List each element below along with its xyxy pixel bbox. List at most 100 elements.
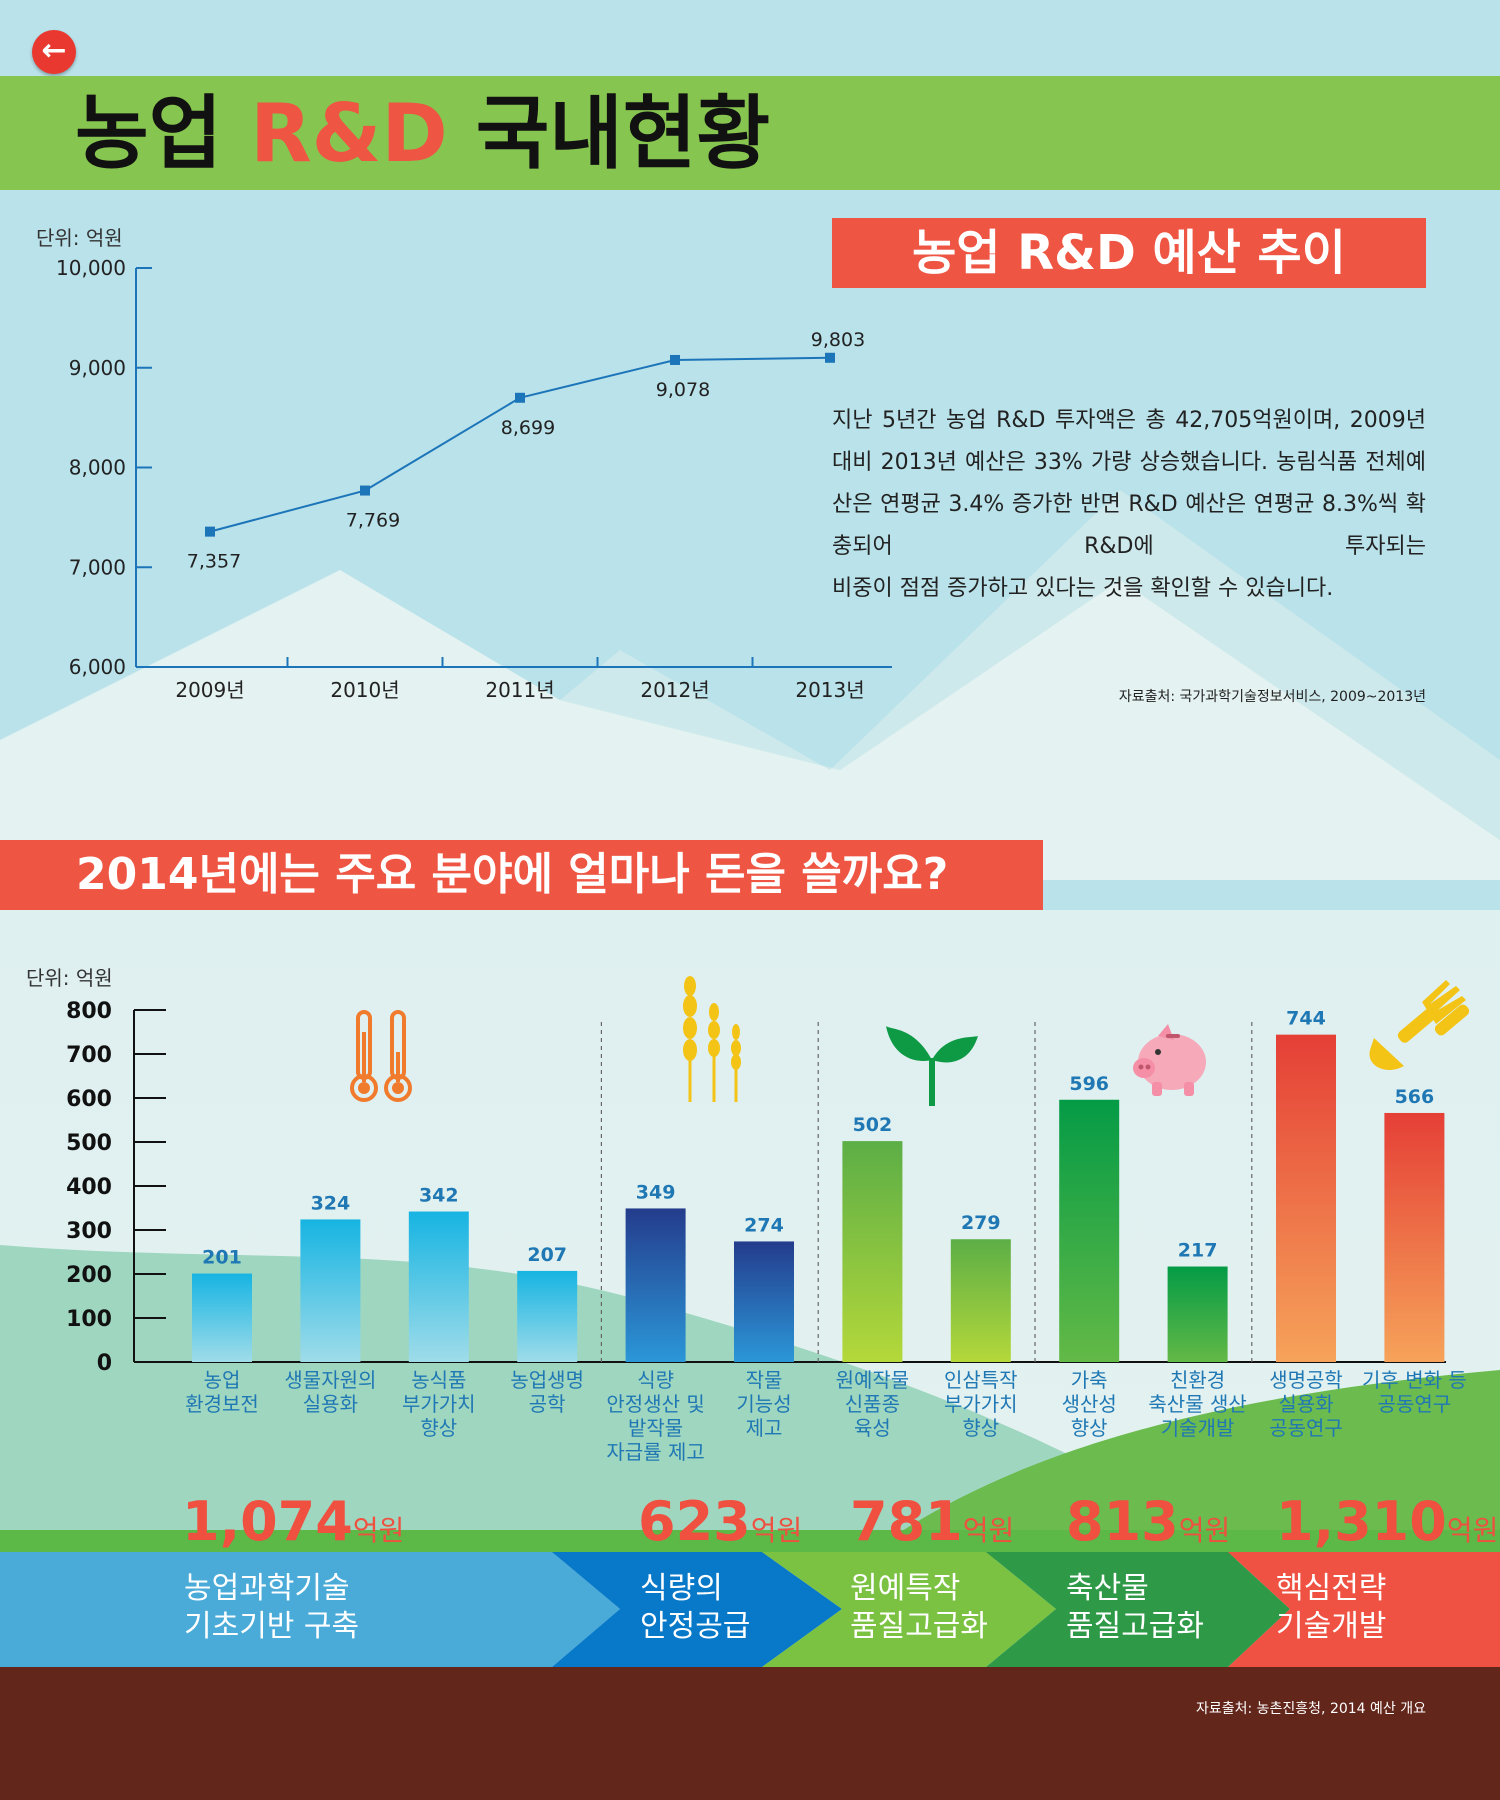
mountain-shape <box>0 570 1500 880</box>
group-total-4: 813억원 <box>1066 1490 1231 1553</box>
y-tick-label: 6,000 <box>69 655 126 679</box>
line-chart: 6,000 7,000 8,000 9,000 10,000 2009년 2010년 2011… <box>56 256 892 702</box>
category-label-line: 환경보전 <box>185 1392 259 1416</box>
y-tick-label: 200 <box>66 1263 112 1288</box>
wheat-icon <box>683 976 741 1102</box>
category-label-line: 기능성 <box>736 1392 792 1416</box>
category-label-line: 공학 <box>528 1392 566 1416</box>
category-label: 농업생명 공학 <box>487 1368 607 1416</box>
category-label-line: 친환경 <box>1169 1368 1226 1392</box>
bar <box>734 1241 794 1362</box>
budget-source: 자료출처: 국가과학기술정보서비스, 2009~2013년 <box>1118 689 1426 705</box>
group-total-3: 781억원 <box>850 1490 1015 1553</box>
category-label-line: 생물자원의 <box>284 1368 377 1392</box>
bar-value-label: 201 <box>202 1247 242 1269</box>
data-point <box>205 526 215 537</box>
category-label-line: 농업생명 <box>510 1368 584 1392</box>
data-point <box>515 392 525 403</box>
title-accent: R&D <box>250 87 448 180</box>
title-band <box>0 76 1500 190</box>
bar-value-label: 566 <box>1395 1086 1435 1108</box>
category-label: 작물 기능성 제고 <box>704 1368 824 1440</box>
bar-value-label: 207 <box>527 1244 567 1266</box>
y-tick-label: 800 <box>66 999 112 1024</box>
data-label: 7,357 <box>187 551 241 573</box>
piggy-bank-icon <box>1133 1024 1206 1096</box>
category-label-line: 작물 <box>745 1368 783 1392</box>
mountain-shape-back <box>560 490 1500 840</box>
category-label: 기후 변화 등 공동연구 <box>1354 1368 1474 1416</box>
arrow-segment-3 <box>762 1552 1056 1667</box>
category-label: 원예작물 신품종 육성 <box>812 1368 932 1440</box>
data-label: 7,769 <box>346 510 400 532</box>
thermometer-icon <box>350 1010 412 1102</box>
arrow-segment-1 <box>0 1552 620 1667</box>
y-tick-label: 100 <box>66 1307 112 1332</box>
ground-band <box>0 1667 1500 1800</box>
category-label-line: 안정생산 및 <box>606 1392 705 1416</box>
back-button[interactable]: ← <box>32 30 76 74</box>
category-label-line: 향상 <box>1070 1416 1108 1440</box>
series-line <box>209 356 831 533</box>
bar <box>300 1219 361 1362</box>
bar-value-label: 274 <box>744 1214 784 1236</box>
bar <box>1167 1266 1228 1362</box>
group-label-4: 축산물 품질고급화 <box>1066 1571 1204 1644</box>
group-total-2: 623억원 <box>638 1490 803 1553</box>
category-label: 생명공학 실용화 공동연구 <box>1246 1368 1366 1440</box>
category-label: 친환경 축산물 생산 기술개발 <box>1138 1368 1258 1440</box>
category-label-line: 신품종 <box>844 1392 900 1416</box>
bar <box>517 1270 578 1362</box>
sprout-icon <box>886 1026 978 1106</box>
data-point <box>360 485 370 496</box>
budget-trend-header: 농업 R&D 예산 추이 <box>832 218 1426 288</box>
bar <box>625 1208 686 1362</box>
title-prefix: 농업 <box>75 87 251 180</box>
category-label: 농업 환경보전 <box>162 1368 282 1416</box>
bar <box>1059 1099 1120 1362</box>
garden-tools-icon <box>1369 980 1470 1071</box>
y-tick-label: 700 <box>66 1043 112 1068</box>
title-suffix: 국내현황 <box>447 87 771 180</box>
bar-chart-unit: 단위: 억원 <box>26 966 113 990</box>
x-tick-label: 2013년 <box>795 678 864 702</box>
category-label-line: 생산성 <box>1061 1392 1117 1416</box>
bar-value-label: 502 <box>853 1114 893 1136</box>
category-label-line: 축산물 생산 <box>1148 1392 1247 1416</box>
data-label: 9,803 <box>811 329 865 351</box>
grass-strip <box>0 1530 1500 1555</box>
y-tick-label: 0 <box>97 1351 112 1376</box>
hill-left <box>0 1245 1100 1560</box>
bar <box>408 1211 469 1362</box>
bar-chart: 0 100 200 300 400 500 600 700 800 201 324 342 207 349… <box>66 999 1446 1376</box>
category-label-line: 생명공학 <box>1269 1368 1343 1392</box>
bar-value-label: 349 <box>636 1181 676 1203</box>
bar <box>842 1141 903 1362</box>
category-label-line: 부가가치 <box>401 1392 476 1416</box>
category-label-line: 육성 <box>853 1416 891 1440</box>
category-label-line: 실용화 <box>302 1392 358 1416</box>
group-label-2: 식량의 안정공급 <box>640 1571 751 1644</box>
group-total-1: 1,074억원 <box>182 1490 405 1553</box>
category-label-line: 농업 <box>203 1368 241 1392</box>
bar-value-label: 596 <box>1069 1073 1109 1095</box>
bar <box>1384 1112 1445 1362</box>
category-label-line: 기후 변화 등 <box>1362 1368 1467 1392</box>
bar-value-label: 324 <box>311 1192 351 1214</box>
category-label: 농식품 부가가치 향상 <box>379 1368 499 1440</box>
data-point <box>670 354 680 365</box>
page-title: 농업 R&D 국내현황 <box>75 84 770 184</box>
group-label-5: 핵심전략 기술개발 <box>1276 1571 1387 1644</box>
y-tick-label: 400 <box>66 1175 112 1200</box>
category-label-line: 제고 <box>745 1416 783 1440</box>
bar-value-label: 217 <box>1178 1240 1218 1262</box>
category-label-line: 농식품 <box>411 1368 467 1392</box>
category-label-line: 원예작물 <box>835 1368 910 1392</box>
line-chart-unit: 단위: 억원 <box>36 226 123 250</box>
category-label-line: 식량 <box>637 1368 674 1392</box>
category-label: 인삼특작 부가가치 향상 <box>921 1368 1041 1440</box>
group-label-1: 농업과학기술 기초기반 구축 <box>184 1571 360 1644</box>
bar-value-label: 744 <box>1286 1008 1326 1030</box>
y-tick-label: 600 <box>66 1087 112 1112</box>
arrow-left-icon: ← <box>41 33 67 68</box>
